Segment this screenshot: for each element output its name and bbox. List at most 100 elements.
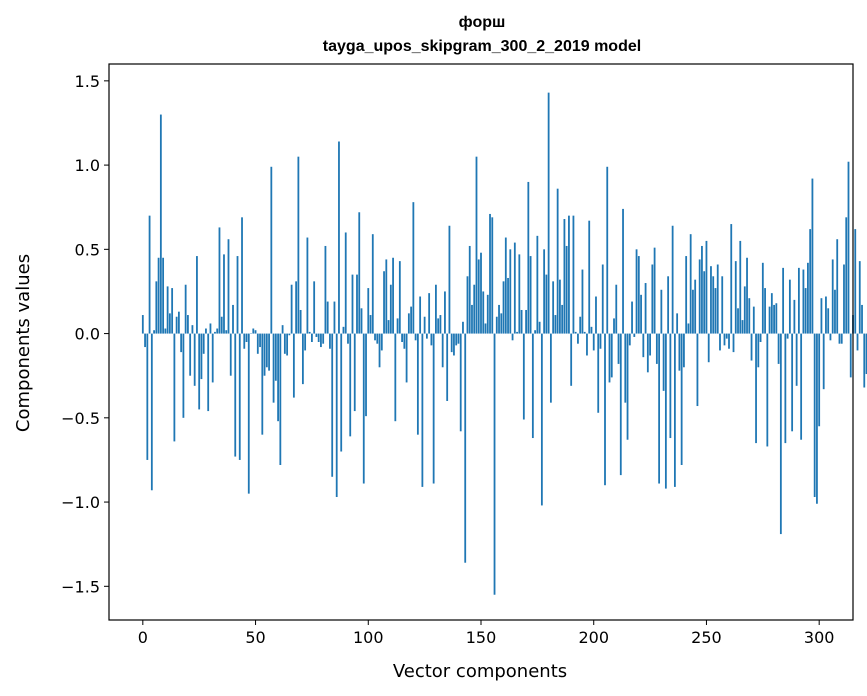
bar <box>148 215 151 334</box>
bar <box>205 328 207 334</box>
bar <box>220 316 223 334</box>
bar <box>425 333 428 339</box>
bar <box>491 217 494 334</box>
bar <box>723 333 726 346</box>
bar <box>721 276 724 334</box>
bar <box>211 333 214 383</box>
bar <box>414 333 417 341</box>
bar <box>504 237 507 334</box>
bar <box>509 249 512 334</box>
bar <box>396 318 399 334</box>
bar <box>166 286 169 334</box>
bar <box>202 333 205 354</box>
x-tick-label: 50 <box>245 628 265 647</box>
x-tick-label: 300 <box>804 628 835 647</box>
bar <box>845 217 848 334</box>
bar <box>572 215 575 334</box>
bar <box>714 288 717 334</box>
bar <box>658 333 661 484</box>
bar <box>283 333 286 354</box>
bar <box>784 333 787 444</box>
bar <box>531 333 534 439</box>
bar <box>678 333 681 371</box>
bar <box>563 219 566 334</box>
bar <box>441 333 444 368</box>
bar <box>324 245 327 334</box>
bar <box>518 254 521 334</box>
bar <box>292 333 295 398</box>
bar <box>468 245 471 334</box>
bar <box>196 256 198 334</box>
bar <box>836 239 839 334</box>
bar <box>265 333 268 368</box>
bar <box>268 333 270 371</box>
bar <box>858 261 861 334</box>
bar <box>597 333 600 413</box>
bar <box>750 333 753 361</box>
bar <box>671 225 674 334</box>
bar <box>416 333 419 435</box>
bar <box>446 333 449 401</box>
bar <box>683 333 685 368</box>
bar <box>223 254 225 334</box>
bar <box>522 333 525 420</box>
bar <box>655 333 658 364</box>
bar <box>651 264 654 334</box>
bar <box>155 281 158 334</box>
bar <box>200 333 203 380</box>
bar <box>725 333 728 339</box>
bar <box>356 274 358 334</box>
y-tick-label: 0.5 <box>75 240 100 259</box>
bar <box>703 271 706 334</box>
bar <box>628 333 631 346</box>
bar <box>290 284 293 334</box>
bar <box>256 333 259 354</box>
bar <box>664 333 667 489</box>
bar <box>746 257 748 334</box>
bar <box>698 259 701 334</box>
bar <box>527 181 530 334</box>
bar <box>716 264 719 334</box>
bar <box>177 311 180 334</box>
bar <box>712 276 715 334</box>
bar <box>184 284 187 334</box>
bar <box>423 316 426 334</box>
bar <box>759 333 762 342</box>
bar <box>662 333 665 391</box>
bar <box>435 284 437 334</box>
bar <box>317 333 320 342</box>
bar <box>299 309 302 334</box>
bar <box>493 333 496 595</box>
bar <box>234 333 237 457</box>
bar <box>315 333 318 337</box>
bar <box>464 333 467 563</box>
bar <box>804 288 807 334</box>
bar <box>340 333 343 452</box>
bar <box>694 279 697 334</box>
bar <box>477 259 480 334</box>
bar <box>719 333 721 351</box>
bar <box>193 333 196 386</box>
bar <box>335 333 338 498</box>
bar <box>583 331 586 334</box>
bar <box>813 333 816 498</box>
bar <box>570 333 573 386</box>
bar <box>831 259 834 334</box>
bar <box>308 331 311 334</box>
bar <box>782 267 785 334</box>
bar <box>579 316 582 334</box>
bar <box>797 267 800 334</box>
bar <box>344 232 347 334</box>
bar <box>241 217 243 334</box>
bar <box>471 304 473 334</box>
bar <box>141 315 144 334</box>
bar <box>865 333 867 375</box>
bar <box>403 333 406 349</box>
bar <box>649 333 651 356</box>
bar <box>448 225 451 334</box>
bar <box>254 330 257 334</box>
bar <box>757 333 760 368</box>
bar <box>728 333 730 349</box>
bar <box>365 333 367 417</box>
bar <box>847 161 850 334</box>
